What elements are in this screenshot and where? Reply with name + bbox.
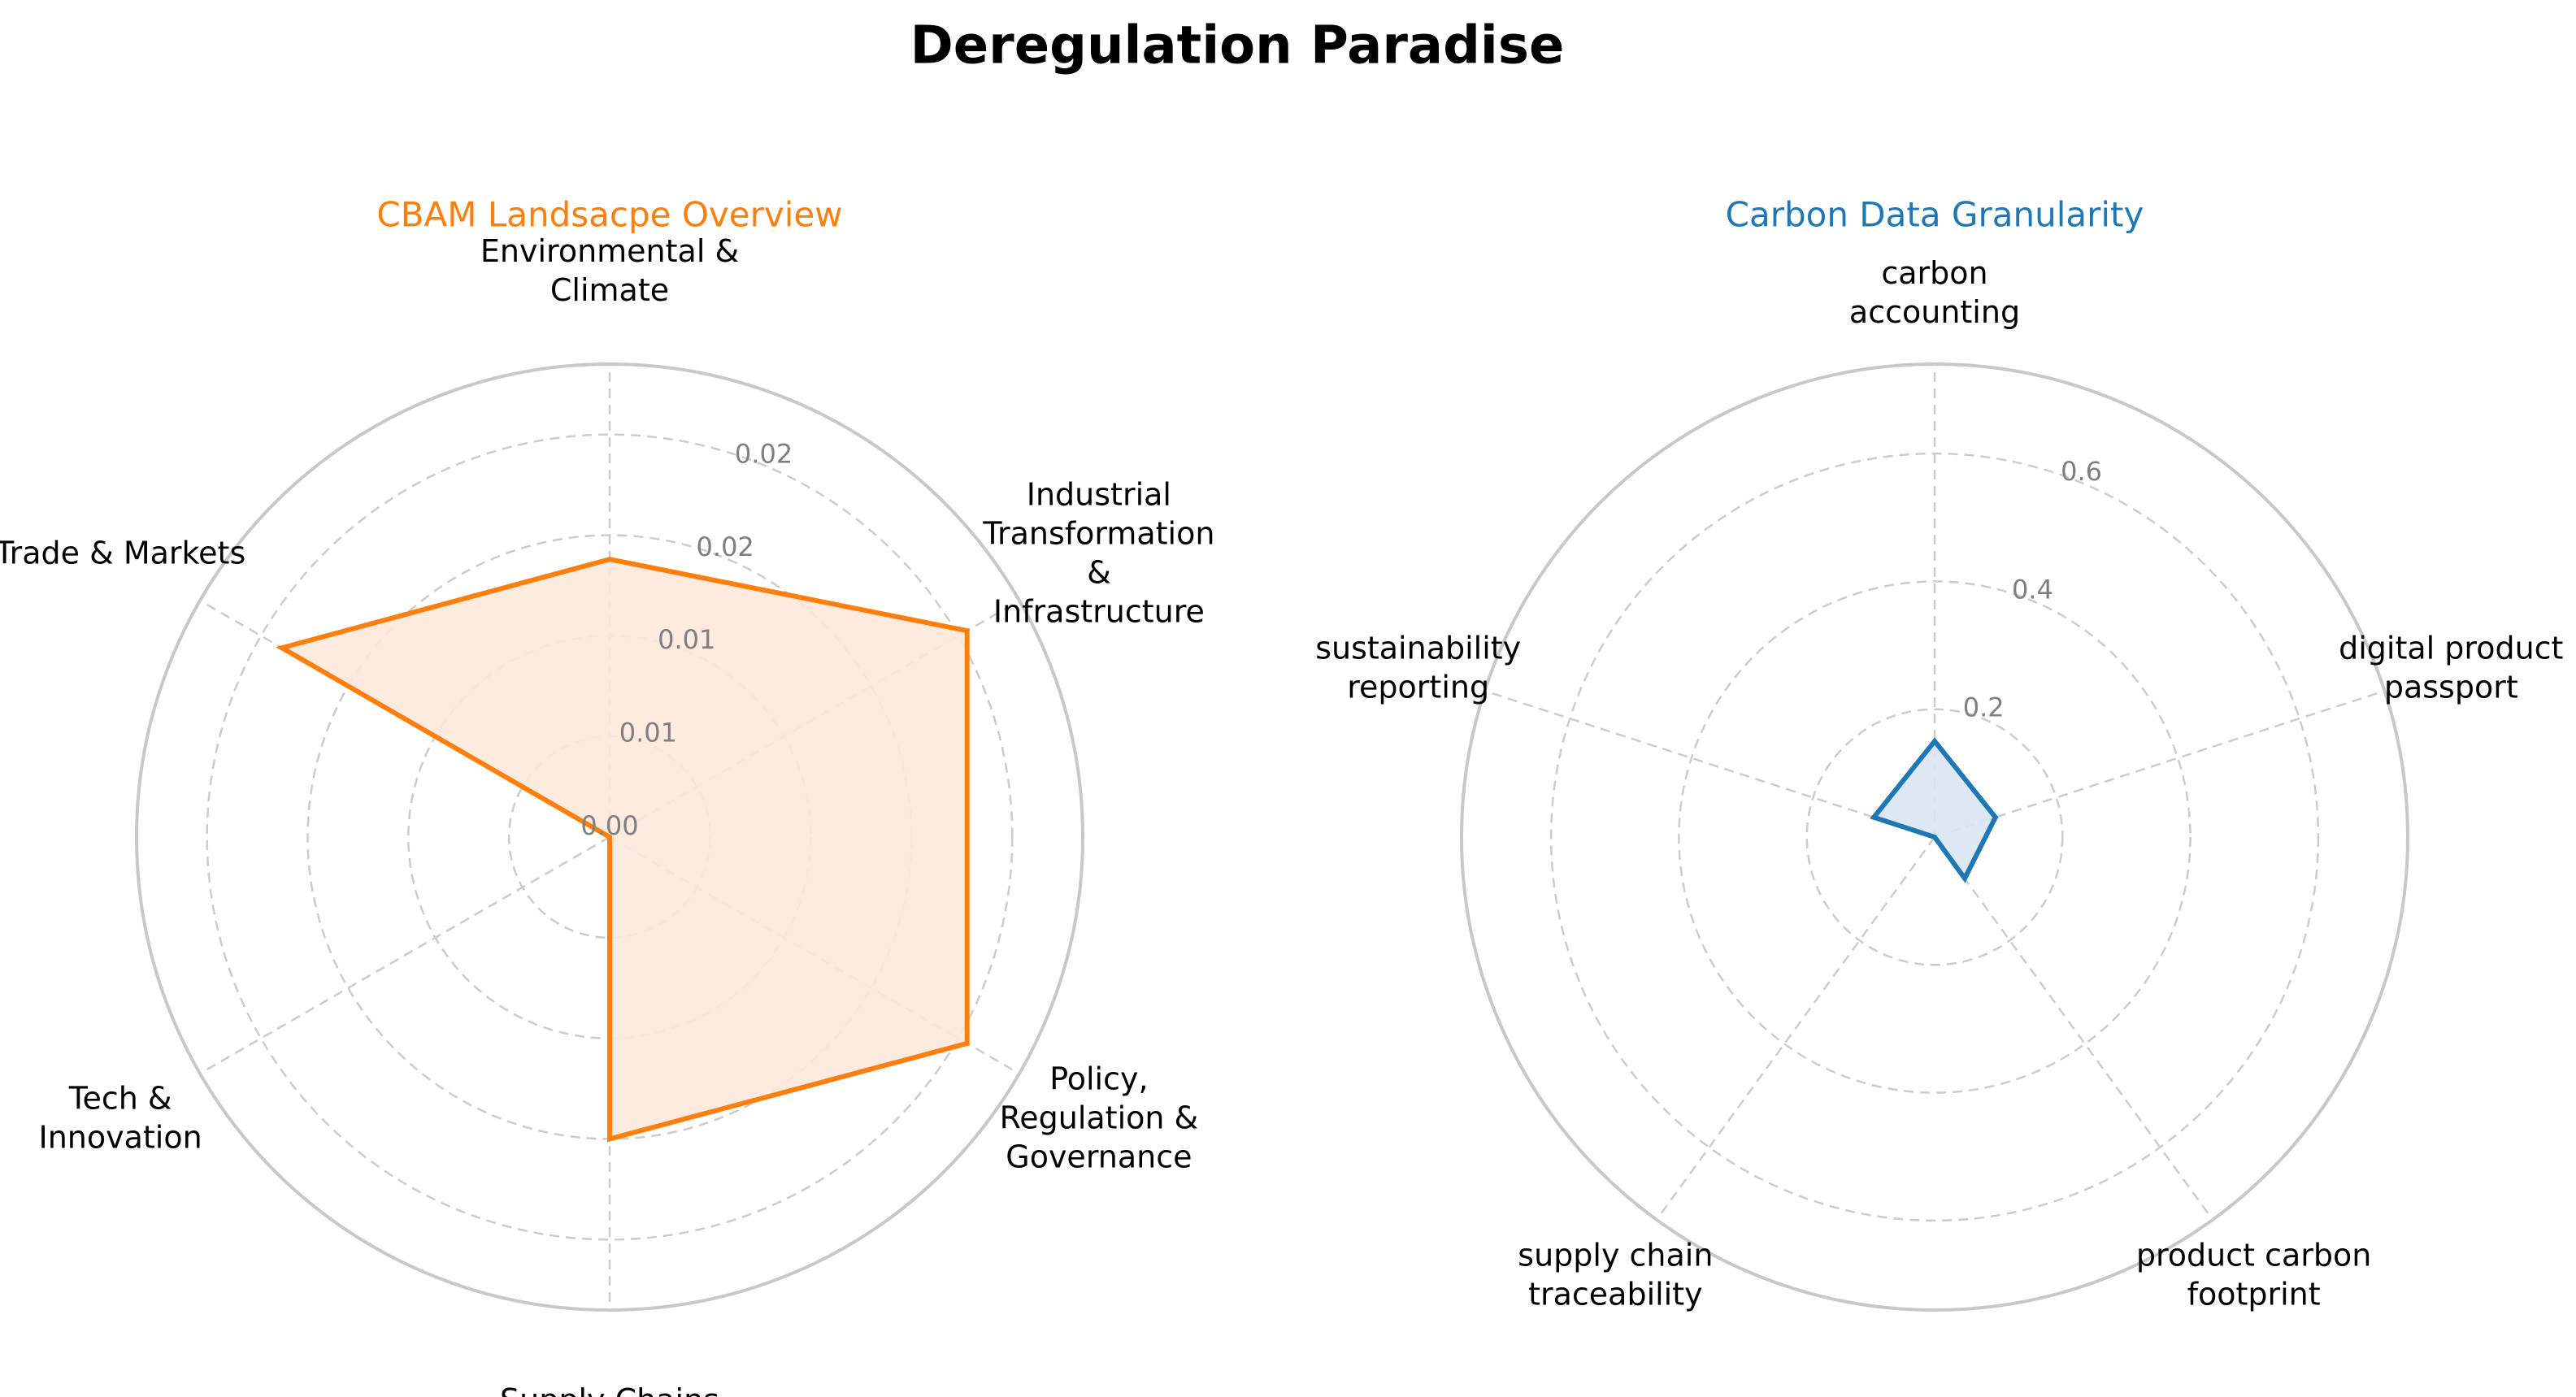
category-label-line: Environmental & (480, 233, 739, 269)
spoke (1655, 836, 1936, 1221)
radar-chart-carbon-data: Carbon Data Granularity 0.2 0.4 0.6 carbon ac… (1315, 195, 2563, 1312)
category-label: carbon accounting (1849, 255, 2020, 330)
spoke (1933, 836, 2214, 1221)
category-label: Supply Chains (500, 1382, 719, 1397)
tick-label: 0.02 (735, 438, 793, 469)
data-polygon (1870, 737, 1999, 883)
data-point (279, 645, 285, 651)
spoke (1484, 689, 1935, 839)
tick-label: 0.6 (2061, 456, 2102, 487)
category-label-line: Tech & (68, 1080, 172, 1116)
category-label-line: Supply Chains (500, 1382, 719, 1397)
data-point (1932, 835, 1937, 840)
tick-label: 0.02 (697, 531, 754, 562)
category-label: Industrial Transformation & Infrastructure (982, 476, 1214, 629)
category-label-line: passport (2384, 669, 2518, 705)
category-label-line: traceability (1528, 1276, 1703, 1312)
radar-chart-cbam: CBAM Landsacpe Overview 0.00 0.01 0.01 0.02 0… (0, 195, 1214, 1397)
category-label-line: Innovation (39, 1119, 202, 1155)
grid-ring (1805, 708, 2064, 966)
data-point (607, 835, 612, 840)
tick-label: 0.01 (658, 624, 715, 655)
category-label: Policy, Regulation & Governance (1000, 1061, 1199, 1174)
category-label-line: Trade & Markets (0, 535, 245, 571)
category-label-line: Governance (1006, 1139, 1192, 1174)
data-point (1961, 875, 1967, 881)
data-point (607, 557, 612, 562)
data-point (964, 628, 970, 634)
category-label-line: Regulation & (1000, 1100, 1199, 1135)
data-point (1871, 814, 1877, 820)
figure-title: Deregulation Paradise (910, 16, 1565, 76)
spoke (1934, 689, 2385, 839)
category-label-line: sustainability (1315, 630, 1521, 666)
category-label: digital product passport (2339, 630, 2563, 705)
category-label-line: carbon (1881, 255, 1987, 291)
category-label: Trade & Markets (0, 535, 245, 571)
chart-title: Carbon Data Granularity (1726, 195, 2144, 235)
category-label-line: digital product (2339, 630, 2563, 666)
category-label-line: Industrial (1027, 476, 1171, 512)
data-point (1932, 739, 1937, 744)
spoke (199, 835, 610, 1075)
category-label-line: accounting (1849, 294, 2020, 330)
category-label-line: Climate (550, 272, 669, 308)
category-label-line: product carbon (2136, 1237, 2372, 1273)
category-label-line: reporting (1347, 669, 1489, 705)
category-label-line: supply chain (1518, 1237, 1713, 1273)
tick-label: 0.01 (619, 718, 677, 748)
category-label-line: Infrastructure (993, 593, 1205, 629)
category-label: Environmental & Climate (480, 233, 739, 308)
tick-label: 0.2 (1963, 692, 2005, 723)
category-label: product carbon footprint (2136, 1237, 2372, 1312)
tick-label: 0.00 (580, 810, 638, 841)
data-point (964, 1040, 970, 1046)
grid-ring (206, 433, 1014, 1241)
category-label: supply chain traceability (1518, 1237, 1713, 1312)
category-label-line: & (1087, 554, 1111, 590)
data-point (1992, 814, 1998, 820)
tick-label: 0.4 (2012, 574, 2053, 605)
category-label-line: footprint (2187, 1276, 2321, 1312)
chart-title: CBAM Landsacpe Overview (376, 195, 842, 235)
data-point (607, 1136, 612, 1142)
category-label: sustainability reporting (1315, 630, 1521, 705)
category-label: Tech & Innovation (39, 1080, 202, 1155)
category-label-line: Policy, (1049, 1061, 1148, 1096)
grid-ring (1678, 580, 2192, 1094)
data-polygon (276, 557, 970, 1143)
category-label-line: Transformation (982, 515, 1214, 551)
